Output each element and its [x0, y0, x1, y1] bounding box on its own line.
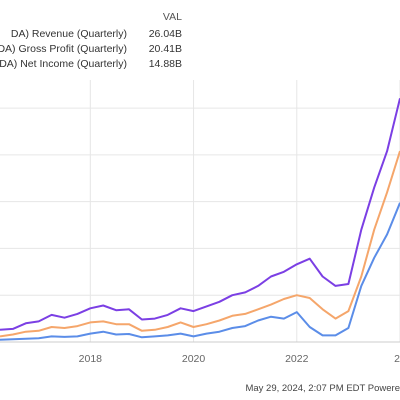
legend-row-revenue: DA) Revenue (Quarterly) 26.04B — [0, 28, 182, 42]
series-line-net-income-quarterly — [0, 202, 400, 341]
legend-label: DA) Revenue (Quarterly) — [10, 28, 127, 40]
x-tick-label: 2018 — [79, 353, 103, 365]
legend-row-gross-profit: DA) Gross Profit (Quarterly) 20.41B — [0, 43, 182, 57]
series-line-revenue-quarterly — [0, 98, 400, 331]
x-tick-label: 2020 — [182, 353, 206, 365]
legend-value: 14.88B — [148, 58, 182, 70]
legend-header: VAL — [162, 11, 182, 23]
legend-value: 26.04B — [148, 28, 182, 40]
legend-row-net-income: DA) Net Income (Quarterly) 14.88B — [0, 58, 182, 72]
legend-label: DA) Gross Profit (Quarterly) — [0, 43, 127, 55]
footer-timestamp: May 29, 2024, 2:07 PM EDT Powere — [245, 383, 400, 394]
legend-label: DA) Net Income (Quarterly) — [0, 58, 127, 70]
legend-value: 20.41B — [148, 43, 182, 55]
x-tick-label: 2022 — [285, 353, 309, 365]
series-line-gross-profit-quarterly — [0, 150, 400, 338]
x-tick-label: 20 — [394, 353, 400, 365]
